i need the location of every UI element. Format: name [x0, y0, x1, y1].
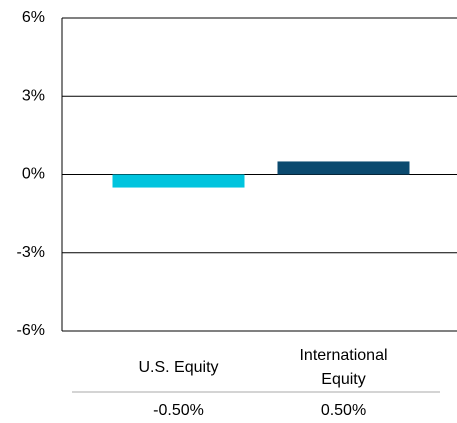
y-tick-label: -6%	[17, 322, 45, 339]
x-tick-label: U.S. Equity	[138, 359, 219, 376]
x-tick-label: International Equity	[299, 347, 388, 388]
y-tick-label: 6%	[22, 9, 45, 26]
y-tick-label: 3%	[22, 87, 45, 104]
y-tick-label: 0%	[22, 166, 45, 183]
bar	[112, 174, 245, 188]
value-label: -0.50%	[153, 402, 204, 419]
bar	[277, 161, 410, 175]
value-label: 0.50%	[321, 402, 366, 419]
y-tick-label: -3%	[17, 244, 45, 261]
